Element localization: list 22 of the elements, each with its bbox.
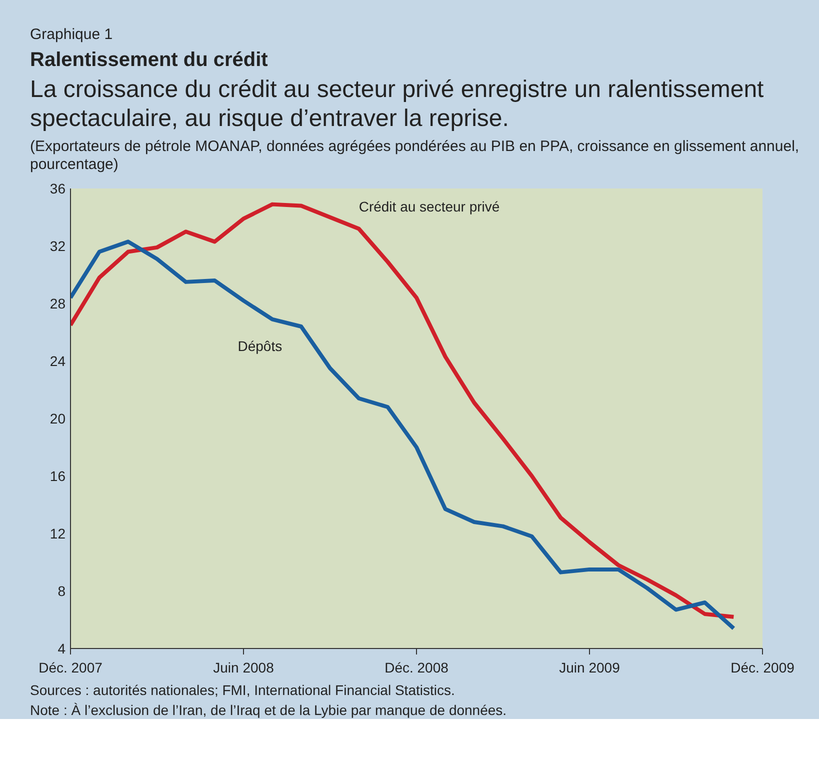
y-tick-label: 12 — [50, 525, 66, 542]
x-tick-label: Déc. 2007 — [38, 659, 103, 676]
text: Graphique 1 — [30, 26, 113, 44]
x-tick-label: Juin 2009 — [559, 659, 620, 676]
y-tick-label: 32 — [50, 238, 66, 254]
series-label: Crédit au secteur privé — [358, 198, 500, 214]
y-tick-label: 16 — [50, 468, 66, 484]
x-tick-label: Déc. 2009 — [730, 659, 795, 676]
x-tick-label: Juin 2008 — [213, 659, 274, 676]
y-tick-label: 24 — [50, 352, 66, 369]
x-tick-label: Déc. 2008 — [384, 659, 449, 676]
chart-title: Ralentissement du crédit — [30, 48, 268, 72]
source-note: Sources : autorités nationales; FMI, International Financial Statistics. — [30, 682, 455, 698]
y-tick-label: 4 — [58, 640, 66, 656]
y-tick-label: 8 — [58, 582, 66, 599]
text: (Exportateurs de pétrole MOANAP, données agrégées pondérées au PIB en PPA, croissance en glissement annuel, pourcentage) — [30, 138, 800, 174]
chart-subtitle: La croissance du crédit au secteur privé enregistre un ralentissement spectaculaire, au risque d’entraver la reprise. — [30, 76, 765, 134]
text: Note : À l’exclusion de l’Iran, de l’Iraq et de la Lybie par manque de données. — [30, 702, 507, 720]
y-tick-label: 28 — [50, 295, 66, 312]
y-tick-label: 36 — [50, 180, 66, 196]
y-tick-label: 20 — [50, 410, 66, 426]
series-label: Dépôts — [238, 337, 282, 354]
